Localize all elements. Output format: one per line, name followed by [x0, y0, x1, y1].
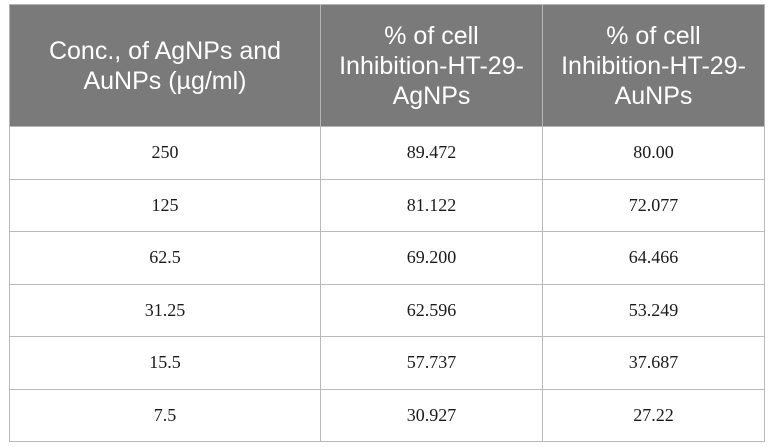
cell-concentration: 31.25: [9, 283, 321, 337]
table-row: 7.5 30.927 27.22: [9, 388, 765, 442]
data-table-container: Conc., of AgNPs and AuNPs (µg/ml) % of c…: [9, 4, 765, 442]
cell-aunps: 37.687: [542, 336, 765, 390]
table-row: 250 89.472 80.00: [9, 126, 765, 180]
cell-agnps: 69.200: [320, 231, 543, 285]
cell-aunps: 53.249: [542, 283, 765, 337]
cell-agnps: 30.927: [320, 388, 543, 442]
table-body: 250 89.472 80.00 125 81.122 72.077 62.5 …: [9, 126, 765, 442]
cell-agnps: 89.472: [320, 126, 543, 180]
cell-aunps: 64.466: [542, 231, 765, 285]
cell-aunps: 80.00: [542, 126, 765, 180]
header-inhibition-aunps: % of cell Inhibition-HT-29-AuNPs: [542, 4, 765, 127]
table-row: 62.5 69.200 64.466: [9, 231, 765, 285]
table-header: Conc., of AgNPs and AuNPs (µg/ml) % of c…: [9, 4, 765, 127]
cell-concentration: 15.5: [9, 336, 321, 390]
header-concentration: Conc., of AgNPs and AuNPs (µg/ml): [9, 4, 321, 127]
cell-aunps: 27.22: [542, 388, 765, 442]
header-row: Conc., of AgNPs and AuNPs (µg/ml) % of c…: [9, 4, 765, 127]
cell-concentration: 125: [9, 178, 321, 232]
cell-agnps: 62.596: [320, 283, 543, 337]
cell-aunps: 72.077: [542, 178, 765, 232]
cell-agnps: 57.737: [320, 336, 543, 390]
header-inhibition-agnps: % of cell Inhibition-HT-29-AgNPs: [320, 4, 543, 127]
table-row: 31.25 62.596 53.249: [9, 283, 765, 337]
cell-concentration: 7.5: [9, 388, 321, 442]
inhibition-table: Conc., of AgNPs and AuNPs (µg/ml) % of c…: [9, 4, 765, 442]
cell-concentration: 62.5: [9, 231, 321, 285]
table-row: 125 81.122 72.077: [9, 178, 765, 232]
cell-agnps: 81.122: [320, 178, 543, 232]
cell-concentration: 250: [9, 126, 321, 180]
table-row: 15.5 57.737 37.687: [9, 336, 765, 390]
